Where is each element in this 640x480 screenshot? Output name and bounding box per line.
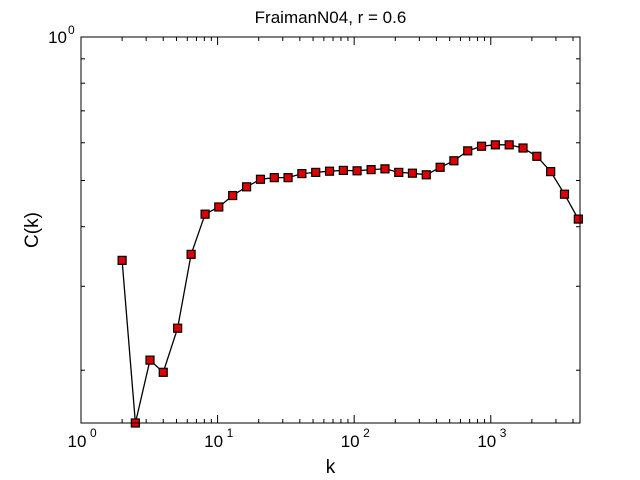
- data-point: [324, 166, 335, 176]
- data-point: [269, 173, 279, 183]
- data-point: [366, 165, 376, 175]
- data-point: [394, 167, 404, 177]
- data-point: [158, 367, 168, 377]
- data-point: [117, 255, 127, 265]
- x-tick-label: 10: [68, 432, 87, 451]
- data-point: [297, 168, 307, 179]
- data-point: [186, 249, 196, 259]
- x-tick-label: 10: [204, 432, 223, 451]
- data-point: [173, 323, 183, 333]
- x-tick-label-exponent: 1: [227, 426, 234, 440]
- data-point: [380, 164, 390, 174]
- data-point: [532, 151, 542, 161]
- data-point: [214, 202, 224, 212]
- data-point: [241, 182, 252, 192]
- data-point: [421, 170, 431, 180]
- data-point: [145, 355, 155, 365]
- data-point: [228, 190, 238, 201]
- y-axis-label: C(k): [22, 212, 43, 248]
- y-tick-label-exponent: 0: [68, 23, 75, 37]
- data-point: [352, 166, 362, 176]
- data-point: [559, 189, 570, 199]
- data-point: [490, 140, 500, 150]
- x-tick-label-exponent: 0: [90, 426, 97, 440]
- y-tick-label: 10: [48, 28, 67, 47]
- x-tick-label: 10: [341, 432, 360, 451]
- data-point: [283, 173, 293, 183]
- data-point: [407, 168, 418, 178]
- chart-title: FraimanN04, r = 0.6: [255, 8, 407, 27]
- data-point: [573, 214, 583, 224]
- x-tick-label-exponent: 3: [500, 426, 507, 440]
- x-tick-label: 10: [477, 432, 496, 451]
- data-point: [435, 162, 445, 172]
- data-point: [476, 141, 487, 151]
- data-point: [546, 166, 556, 177]
- ticks-layer: 10 0 10 1 10 2 10 310 0: [48, 23, 580, 451]
- data-point: [311, 167, 321, 177]
- data-point: [255, 174, 266, 184]
- data-point: [338, 165, 348, 176]
- data-point: [200, 209, 210, 219]
- x-axis-label: k: [326, 457, 336, 478]
- data-point: [463, 146, 473, 156]
- data-point: [518, 143, 528, 153]
- data-point: [449, 156, 459, 166]
- plot-area: [81, 37, 580, 423]
- series-line: [121, 144, 579, 424]
- x-tick-label-exponent: 2: [363, 426, 370, 440]
- data-point: [504, 140, 514, 150]
- plot-frame: [80, 36, 581, 424]
